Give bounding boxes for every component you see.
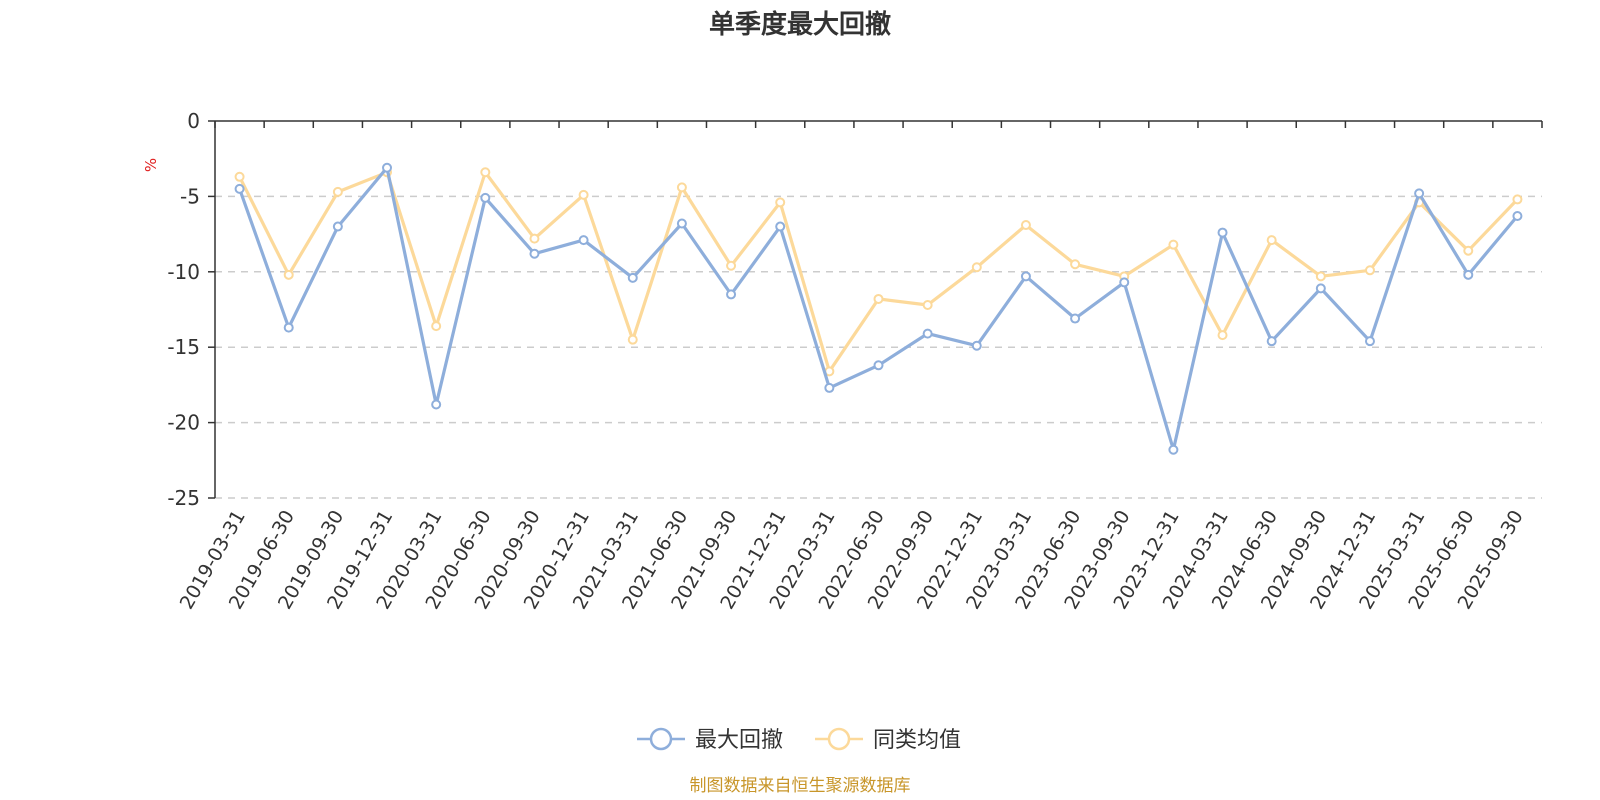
data-point <box>431 399 442 410</box>
data-point <box>578 235 589 246</box>
data-point <box>529 248 540 259</box>
chart-title: 单季度最大回撤 <box>709 9 891 40</box>
data-point <box>578 189 589 200</box>
data-point <box>529 233 540 244</box>
data-point <box>873 360 884 371</box>
series-最大回撤 <box>234 162 1523 455</box>
data-point <box>332 221 343 232</box>
data-point <box>1315 271 1326 282</box>
data-point <box>1266 336 1277 347</box>
data-point <box>1119 277 1130 288</box>
y-tick-label: -15 <box>167 335 200 359</box>
data-point <box>283 322 294 333</box>
series-layer <box>234 162 1523 455</box>
data-point <box>1512 211 1523 222</box>
data-point <box>1463 269 1474 280</box>
data-point <box>676 218 687 229</box>
data-point <box>1266 235 1277 246</box>
data-point <box>234 171 245 182</box>
data-point <box>1070 259 1081 270</box>
data-point <box>480 192 491 203</box>
y-tick-label: -25 <box>167 486 200 510</box>
data-point <box>971 262 982 273</box>
data-point <box>1463 245 1474 256</box>
data-point <box>1070 313 1081 324</box>
data-point <box>382 162 393 173</box>
legend[interactable]: 最大回撤 同类均值 <box>637 727 961 753</box>
data-point <box>1315 283 1326 294</box>
data-point <box>971 340 982 351</box>
data-point <box>1512 194 1523 205</box>
data-point <box>1414 188 1425 199</box>
legend-item[interactable]: 同类均值 <box>815 727 961 753</box>
data-point <box>824 382 835 393</box>
data-point <box>922 328 933 339</box>
source-note: 制图数据来自恒生聚源数据库 <box>690 776 911 796</box>
data-point <box>775 197 786 208</box>
data-point <box>627 272 638 283</box>
legend-item[interactable]: 最大回撤 <box>637 727 783 753</box>
data-point <box>332 186 343 197</box>
data-point <box>922 299 933 310</box>
data-point <box>1217 330 1228 341</box>
data-point <box>873 293 884 304</box>
data-point <box>283 269 294 280</box>
data-point <box>1020 271 1031 282</box>
data-point <box>1364 265 1375 276</box>
data-point <box>1217 227 1228 238</box>
data-point <box>1020 220 1031 231</box>
data-point <box>627 334 638 345</box>
data-point <box>1168 444 1179 455</box>
y-axis-unit: % <box>142 158 160 172</box>
data-point <box>431 321 442 332</box>
grid-lines <box>215 195 1542 499</box>
y-tick-label: -10 <box>167 260 200 284</box>
y-tick-label: 0 <box>187 109 200 133</box>
legend-label: 最大回撤 <box>695 728 783 753</box>
legend-label: 同类均值 <box>873 728 961 753</box>
data-point <box>234 183 245 194</box>
data-point <box>726 260 737 271</box>
data-point <box>480 167 491 178</box>
data-point <box>1364 336 1375 347</box>
data-point <box>1168 239 1179 250</box>
data-point <box>726 289 737 300</box>
legend-marker <box>649 727 673 751</box>
series-同类均值 <box>234 167 1523 377</box>
data-point <box>676 182 687 193</box>
data-point <box>775 221 786 232</box>
y-tick-label: -5 <box>180 184 200 208</box>
y-tick-label: -20 <box>167 411 200 435</box>
legend-marker <box>827 727 851 751</box>
